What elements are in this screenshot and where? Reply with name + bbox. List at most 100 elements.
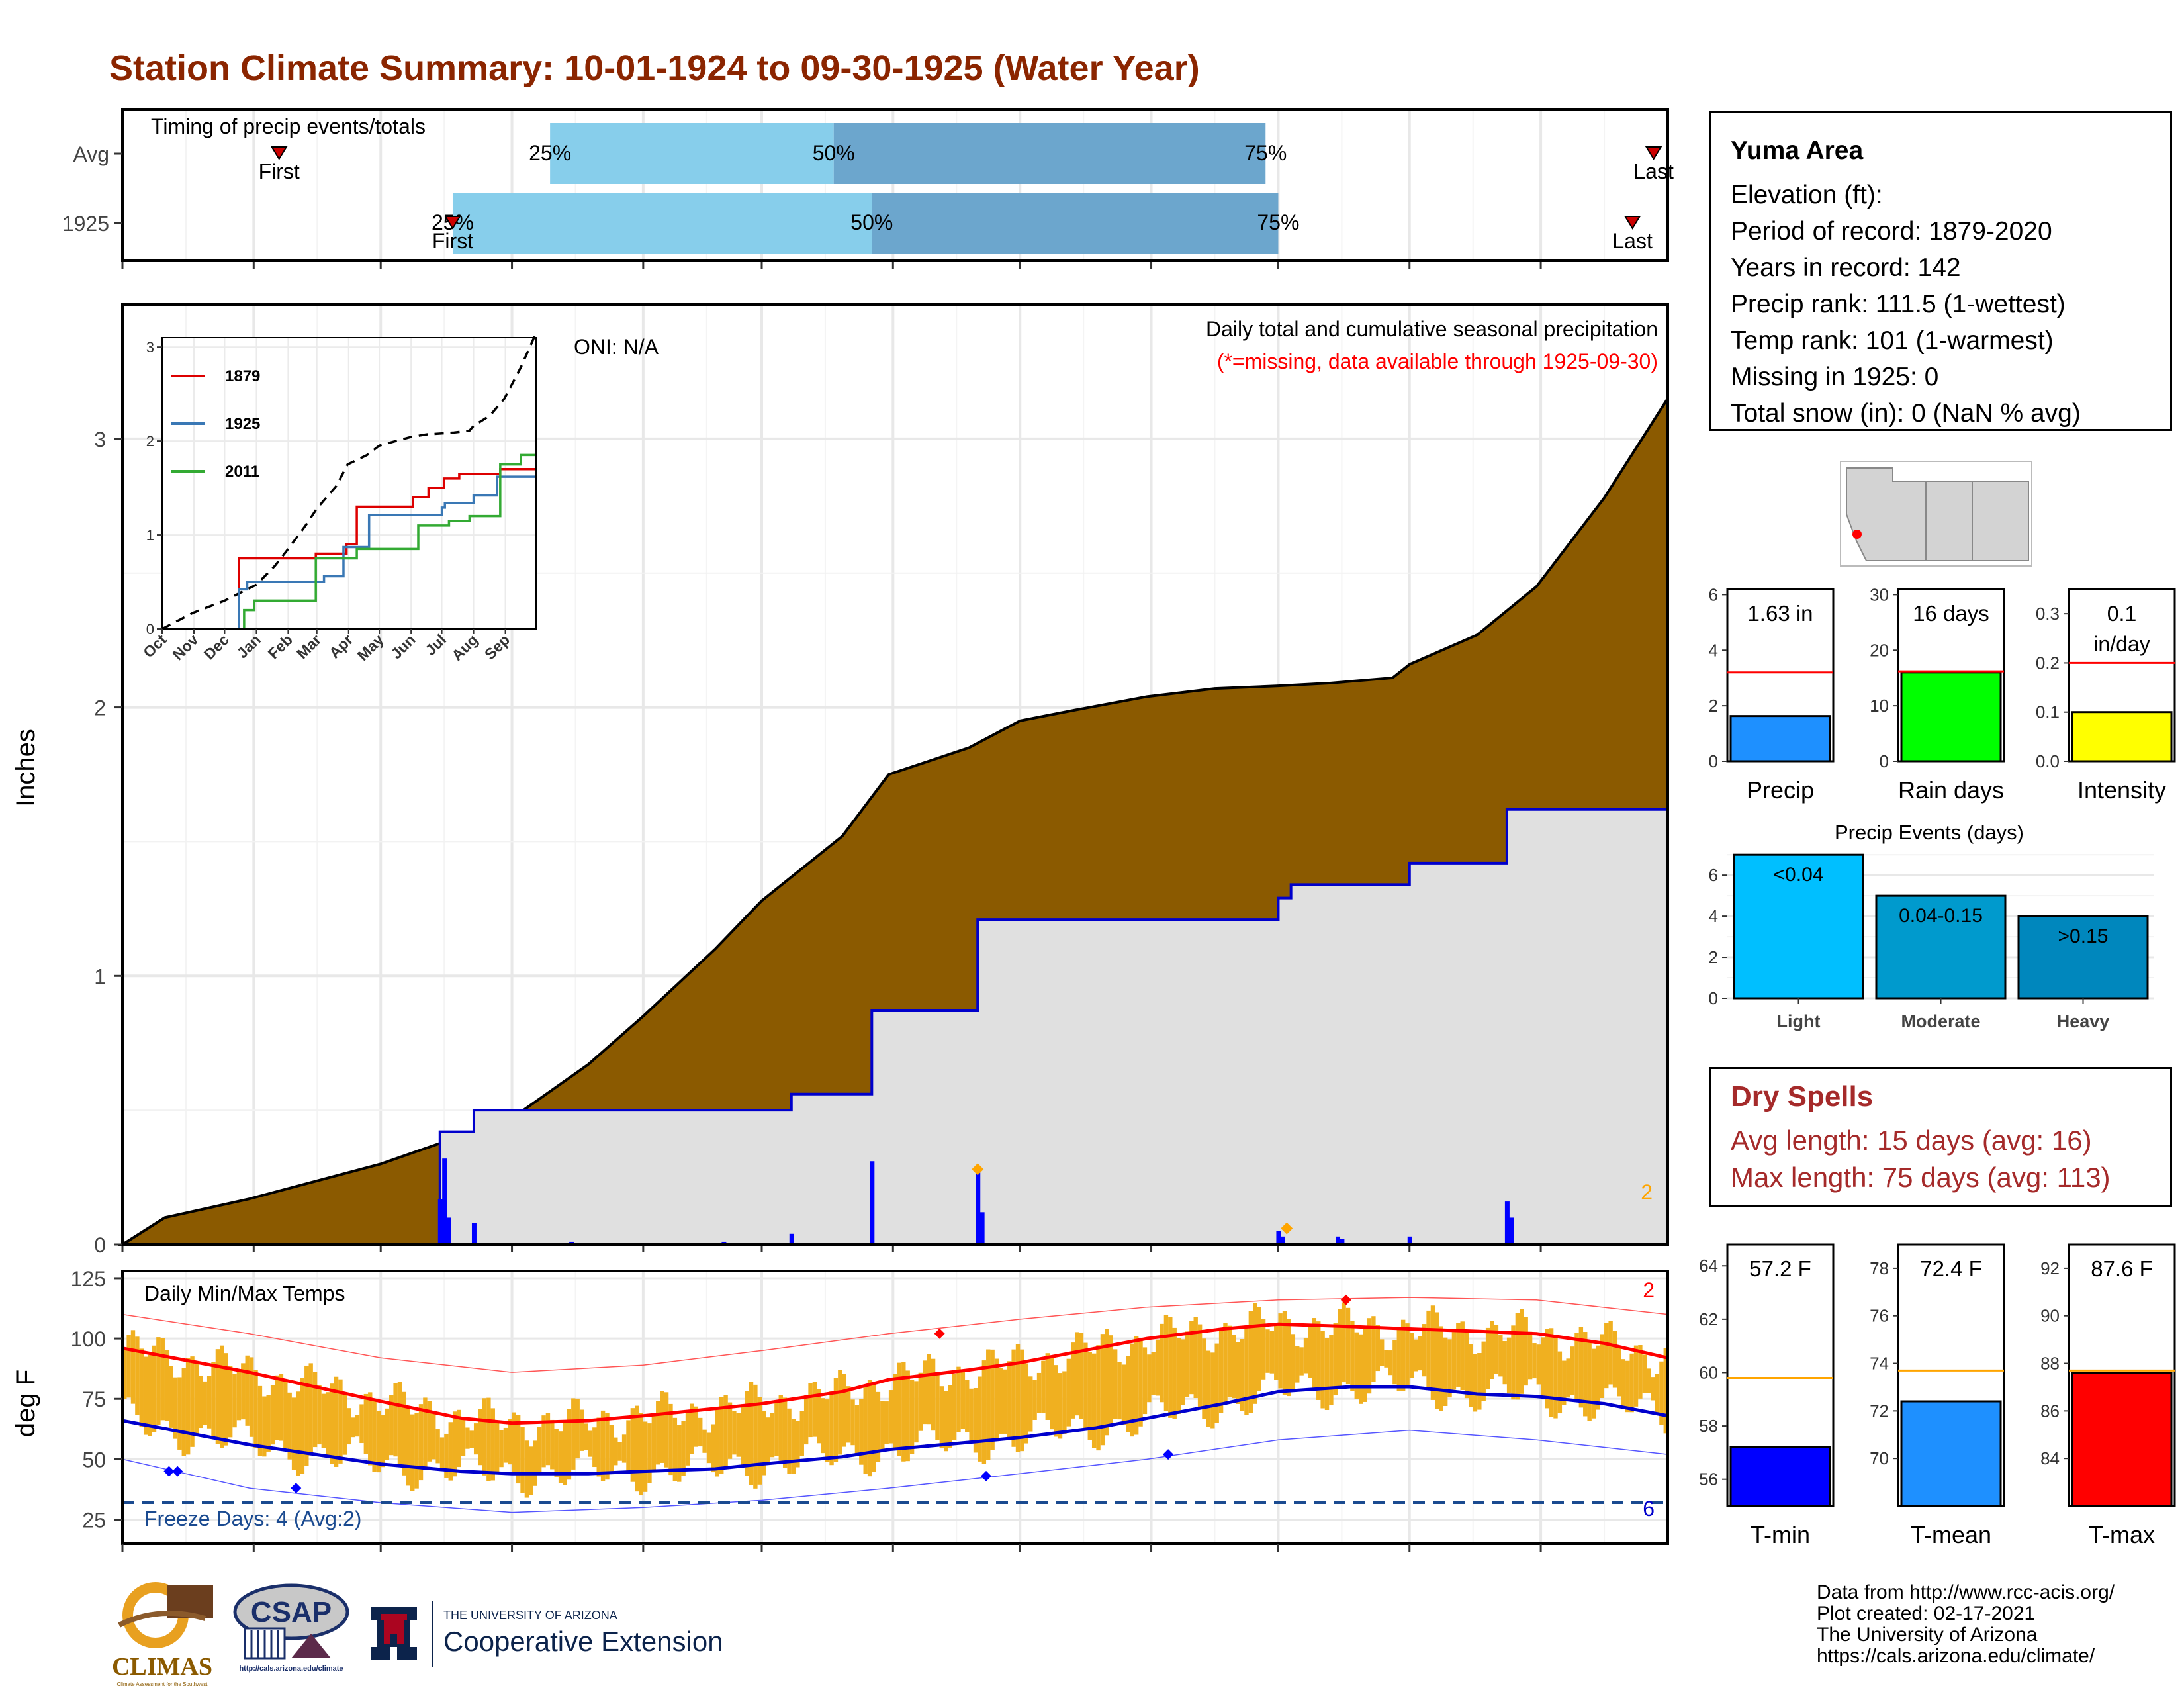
- temp-day-bar: [245, 1355, 250, 1426]
- timing-bar-q3: [872, 193, 1279, 254]
- temp-day-bar: [1574, 1333, 1579, 1399]
- temp-day-bar: [1553, 1337, 1558, 1419]
- temp-day-bar: [1409, 1333, 1414, 1378]
- events-y-tick-label: 6: [1709, 865, 1718, 885]
- temp-day-bar: [1447, 1339, 1452, 1398]
- temp-day-bar: [1566, 1358, 1570, 1398]
- temp-day-bar: [1481, 1341, 1486, 1401]
- temp-day-bar: [211, 1362, 216, 1436]
- temp-day-bar: [770, 1413, 775, 1458]
- temp-day-bar: [524, 1440, 529, 1498]
- temp-day-bar: [148, 1354, 152, 1436]
- temp-day-bar: [1079, 1333, 1084, 1419]
- temp-day-bar: [253, 1370, 258, 1449]
- summary-y-tick-label: 6: [1709, 585, 1718, 604]
- ua-logo: THE UNIVERSITY OF ARIZONA Cooperative Ex…: [357, 1601, 754, 1673]
- temp-day-bar: [1642, 1354, 1647, 1393]
- temp-day-bar: [1469, 1344, 1473, 1407]
- temp-day-bar: [711, 1424, 715, 1473]
- temp-day-bar: [478, 1409, 482, 1466]
- temp-day-bar: [787, 1408, 792, 1474]
- temp-day-bar: [1316, 1321, 1321, 1400]
- temp-day-bar: [1392, 1340, 1397, 1385]
- temp-day-bar: [164, 1350, 169, 1421]
- temp-day-bar: [381, 1415, 385, 1468]
- temp-day-bar: [1193, 1317, 1198, 1399]
- temp-day-bar: [1379, 1339, 1385, 1366]
- inset-series-1925: [162, 475, 536, 630]
- temp-day-bar: [355, 1415, 360, 1437]
- precip-summary-panel: 0 2 4 6 1.63 in Precip 0 10 20 30 16 days Rain days…: [1709, 585, 2176, 804]
- temp-day-bar: [643, 1421, 648, 1492]
- legend-label: 2011: [225, 463, 259, 481]
- temp-day-bar: [1464, 1330, 1469, 1399]
- timing-bar-q2: [452, 193, 872, 254]
- temp-day-bar: [490, 1408, 495, 1481]
- timing-bar-q2: [550, 123, 834, 184]
- summary-label: T-max: [2089, 1521, 2155, 1548]
- record-low-marker: [1163, 1449, 1174, 1460]
- temp-day-bar: [1265, 1329, 1270, 1373]
- temp-day-bar: [965, 1380, 970, 1432]
- temp-day-bar: [736, 1413, 741, 1457]
- temp-day-bar: [516, 1415, 521, 1484]
- temp-day-bar: [1578, 1327, 1584, 1408]
- temp-day-bar: [626, 1420, 631, 1471]
- temp-day-bar: [181, 1368, 186, 1456]
- summary-y-tick-label: 76: [1870, 1306, 1889, 1326]
- temp-day-bar: [600, 1410, 606, 1481]
- temp-day-bar: [160, 1338, 165, 1421]
- station-dot: [1852, 530, 1862, 539]
- temp-day-bar: [575, 1398, 580, 1459]
- summary-y-tick-label: 20: [1870, 640, 1889, 660]
- temp-day-bar: [423, 1397, 428, 1470]
- temp-day-bar: [1312, 1318, 1317, 1389]
- temp-day-bar: [1520, 1309, 1524, 1394]
- temp-day-bar: [567, 1409, 572, 1480]
- temp-day-bar: [266, 1395, 271, 1452]
- year-cumulative-area: [122, 808, 1669, 1246]
- temp-day-bar: [1291, 1334, 1296, 1391]
- y-tick-label: 25: [82, 1509, 106, 1532]
- daily-precip-bar: [471, 1223, 477, 1244]
- temp-day-bar: [1426, 1310, 1431, 1388]
- temp-day-bar: [410, 1414, 415, 1491]
- summary-y-tick-label: 0.3: [2036, 604, 2060, 624]
- row-label: Avg: [73, 142, 109, 166]
- temp-day-bar: [935, 1372, 940, 1440]
- summary-bar: [1900, 1400, 2002, 1507]
- summary-y-tick-label: 72: [1870, 1401, 1889, 1421]
- temp-day-bar: [279, 1374, 284, 1441]
- summary-bar: [1900, 671, 2002, 763]
- temp-day-bar: [1524, 1317, 1528, 1386]
- summary-bar: [1729, 1446, 1831, 1507]
- temp-day-bar: [986, 1349, 991, 1460]
- temp-day-bar: [1460, 1321, 1465, 1391]
- temp-day-bar: [931, 1358, 936, 1431]
- summary-label: T-min: [1751, 1521, 1810, 1548]
- summary-value: 16 days: [1913, 601, 1989, 626]
- first-label: First: [432, 229, 473, 253]
- temp-day-bar: [1502, 1340, 1507, 1385]
- temp-day-bar: [215, 1349, 220, 1444]
- temp-day-bar: [406, 1405, 411, 1486]
- daily-precip-bar: [976, 1172, 981, 1244]
- temp-summary-panel: 56 58 60 62 64 57.2 F T-min 70 72 74 76 78 72.4 F T-m…: [1699, 1243, 2176, 1548]
- footer-created: Plot created: 02-17-2021: [1817, 1603, 2036, 1624]
- temp-day-bar: [677, 1425, 682, 1482]
- temp-day-bar: [990, 1349, 995, 1450]
- temp-day-bar: [698, 1417, 703, 1447]
- temp-day-bar: [397, 1382, 402, 1464]
- page-title: Station Climate Summary: 10-01-1924 to 0…: [109, 48, 1200, 88]
- temp-day-bar: [143, 1356, 148, 1435]
- events-y-tick-label: 4: [1709, 906, 1718, 926]
- temp-day-bar: [452, 1411, 457, 1477]
- temp-day-bar: [1041, 1360, 1046, 1414]
- temp-day-bar: [473, 1423, 478, 1455]
- temp-day-bar: [923, 1360, 927, 1425]
- y-tick-label: 0: [94, 1233, 106, 1257]
- temp-day-bar: [1320, 1331, 1325, 1409]
- csap-url: http://cals.arizona.edu/climate: [239, 1665, 343, 1673]
- temp-day-bar: [1168, 1317, 1173, 1418]
- temp-day-bar: [220, 1345, 224, 1448]
